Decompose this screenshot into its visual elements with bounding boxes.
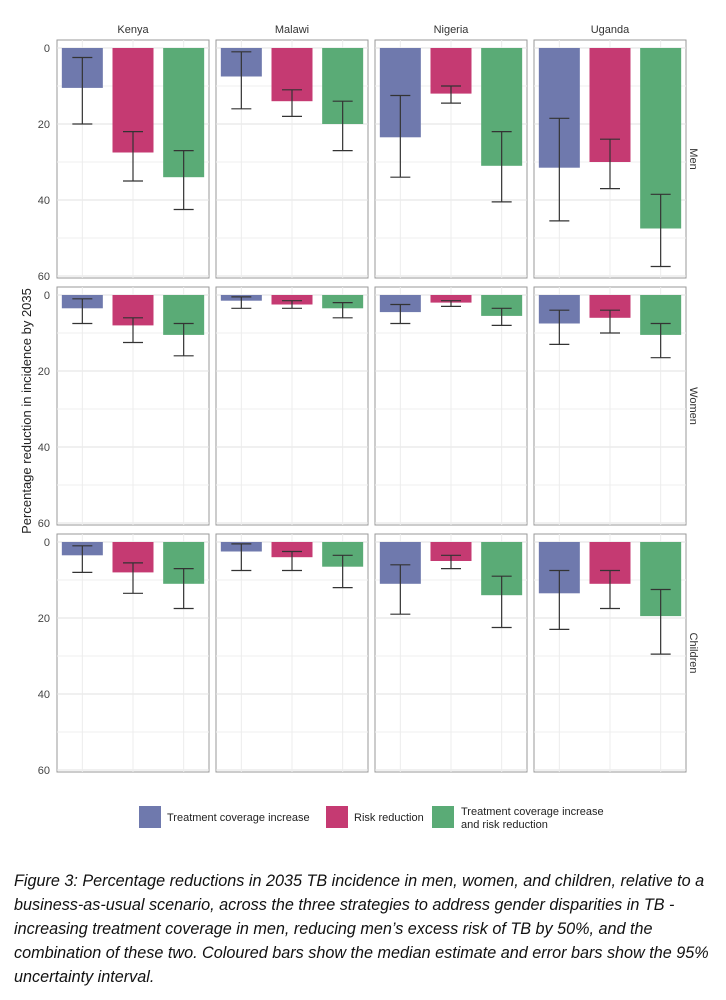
legend-label-combined-line1: Treatment coverage increase <box>461 806 604 818</box>
y-tick-label: 40 <box>38 689 50 701</box>
y-tick-label: 40 <box>38 442 50 454</box>
y-tick-label: 20 <box>38 119 50 131</box>
bar-women-malawi-3 <box>322 295 364 309</box>
bar-women-nigeria-3 <box>481 295 523 316</box>
column-label-kenya: Kenya <box>117 24 149 36</box>
bar-women-nigeria-1 <box>379 295 421 313</box>
figure-caption: Figure 3: Percentage reductions in 2035 … <box>14 872 709 986</box>
bar-women-nigeria-2 <box>430 295 472 303</box>
legend-swatch-risk <box>326 806 348 828</box>
y-tick-label: 0 <box>44 290 50 302</box>
faceted-bar-chart: Kenya Malawi Nigeria Uganda Men Women Children… <box>19 24 699 831</box>
legend-swatch-treatment <box>139 806 161 828</box>
legend-label-risk: Risk reduction <box>354 812 424 824</box>
row-label-women: Women <box>687 387 699 425</box>
y-tick-label: 0 <box>44 537 50 549</box>
bar-children-malawi-2 <box>271 542 313 558</box>
bar-women-malawi-2 <box>271 295 313 305</box>
y-tick-label: 0 <box>44 43 50 55</box>
bar-women-uganda-2 <box>589 295 631 318</box>
y-tick-label: 20 <box>38 613 50 625</box>
row-label-men: Men <box>687 148 699 169</box>
y-tick-label: 20 <box>38 366 50 378</box>
legend-label-treatment: Treatment coverage increase <box>167 812 310 824</box>
y-tick-label: 60 <box>38 271 50 283</box>
column-label-malawi: Malawi <box>275 24 309 36</box>
y-tick-label: 60 <box>38 518 50 530</box>
legend-label-combined-line2: and risk reduction <box>461 819 548 831</box>
row-label-children: Children <box>687 633 699 674</box>
y-tick-label: 60 <box>38 765 50 777</box>
legend-swatch-combined <box>432 806 454 828</box>
y-tick-label: 40 <box>38 195 50 207</box>
column-label-uganda: Uganda <box>591 24 630 36</box>
y-axis-title: Percentage reduction in incidence by 203… <box>19 288 34 534</box>
bar-children-nigeria-2 <box>430 542 472 561</box>
column-label-nigeria: Nigeria <box>434 24 470 36</box>
